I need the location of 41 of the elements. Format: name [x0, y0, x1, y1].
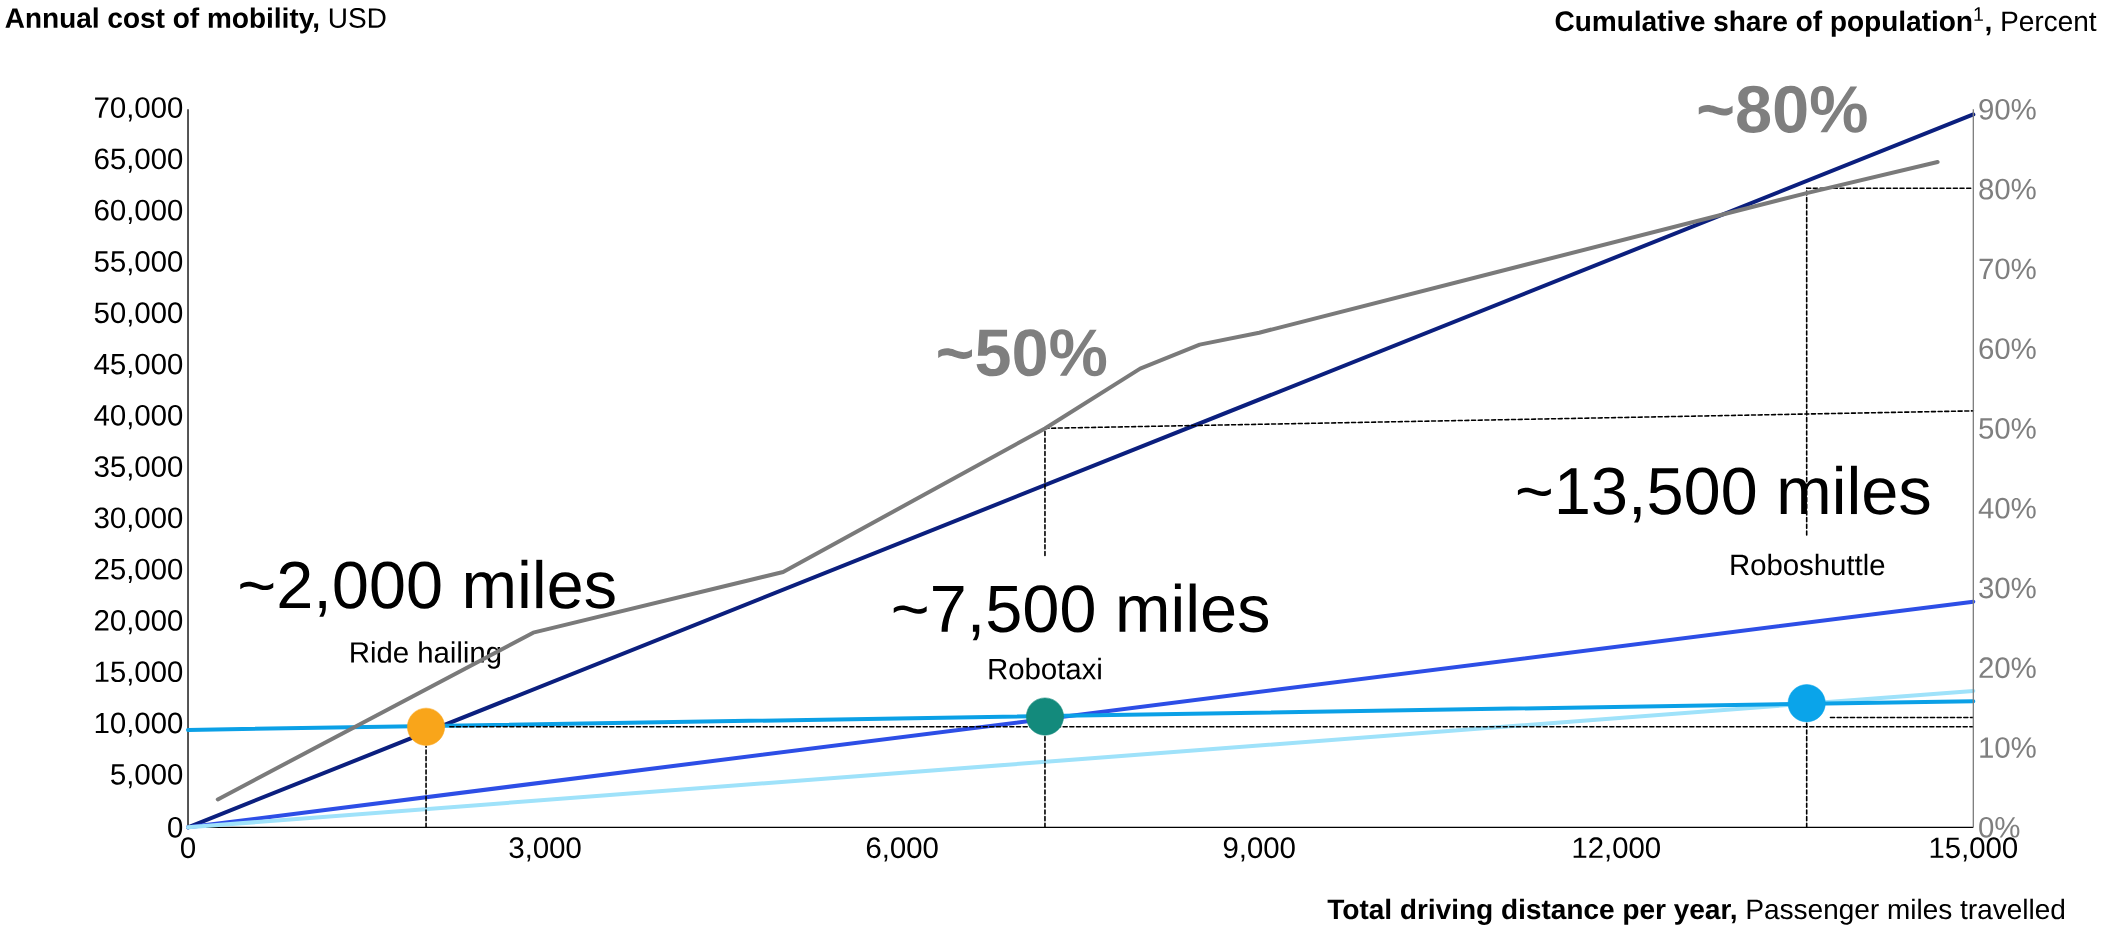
y2-tick-label: 0%	[1979, 816, 2020, 838]
y-tick-label: 10,000	[95, 712, 183, 737]
y-tick-label: 35,000	[94, 456, 183, 481]
y-tick-label: 25,000	[95, 558, 183, 583]
y-tick-label: 40,000	[94, 404, 183, 430]
y-tick-label: 5,000	[111, 763, 183, 789]
y-tick-label: 65,000	[95, 148, 183, 173]
annotation: Roboshuttle	[1731, 553, 1885, 576]
y-tick-label: 45,000	[94, 353, 183, 378]
annotation: ~13,500 miles	[1517, 465, 1930, 523]
x-axis-title: Total driving distance per year, Passenger miles travelled	[1327, 898, 2065, 925]
y-tick-label: 15,000	[95, 661, 183, 686]
y2-tick-label: 30%	[1979, 577, 2036, 599]
x-tick-label: 15,000	[1930, 837, 2018, 862]
x-tick-label: 12,000	[1573, 837, 1660, 862]
y-tick-label: 50,000	[94, 302, 183, 327]
y2-axis-title: Cumulative share of population$^{1}$, Percent	[1555, 7, 2097, 37]
y2-tick-label: 40%	[1978, 497, 2036, 519]
y2-tick-label: 50%	[1979, 418, 2036, 439]
annotation: Robotaxi	[989, 657, 1101, 680]
y-tick-label: 55,000	[94, 251, 183, 276]
y-axis-title: Annual cost of mobility, USD	[5, 7, 386, 34]
x-tick-label: 6,000	[866, 837, 938, 862]
x-tick-label: 3,000	[509, 837, 581, 862]
annotation: Ride hailing	[351, 641, 501, 669]
y2-tick-label: 90%	[1979, 98, 2036, 120]
annotation: ~50%	[938, 329, 1107, 377]
y-tick-label: 30,000	[94, 507, 183, 532]
y2-tick-label: 60%	[1979, 338, 2036, 360]
y-tick-label: 60,000	[95, 199, 183, 225]
y-tick-label: 70,000	[95, 97, 183, 122]
y2-tick-label: 20%	[1979, 657, 2036, 679]
y-tick-label: 0	[168, 816, 183, 838]
annotation: ~2,000 miles	[240, 559, 615, 617]
x-tick-label: 9,000	[1223, 837, 1295, 862]
y2-tick-label: 80%	[1979, 178, 2036, 200]
y-tick-label: 20,000	[95, 610, 183, 635]
y2-tick-label: 10%	[1980, 737, 2036, 758]
y2-tick-label: 70%	[1979, 258, 2036, 280]
annotation: ~80%	[1698, 85, 1867, 133]
annotation: ~7,500 miles	[893, 583, 1269, 641]
